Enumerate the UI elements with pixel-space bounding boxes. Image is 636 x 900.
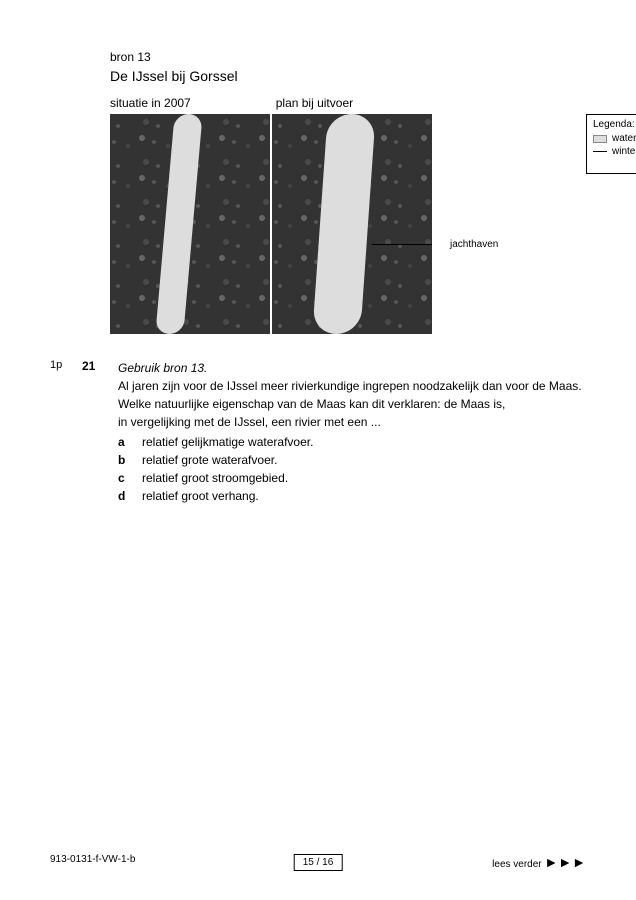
option-d: d relatief groot verhang. [118,487,582,505]
footer-page-number: 15 / 16 [294,854,343,871]
legend-label: water [612,133,636,144]
figure-label-a: situatie in 2007 [110,96,191,110]
legend-label: winterdijk [612,146,636,157]
option-text: relatief groot stroomgebied. [142,469,288,487]
question-number: 21 [82,359,104,505]
options-list: a relatief gelijkmatige waterafvoer. b r… [118,433,582,505]
figure-area: Legenda: water winterdijk jachthaven [110,114,586,334]
option-a: a relatief gelijkmatige waterafvoer. [118,433,582,451]
option-text: relatief gelijkmatige waterafvoer. [142,433,313,451]
option-letter: c [118,469,132,487]
arrow-right-icon: ►►► [544,854,586,870]
question-block: 1p 21 Gebruik bron 13. Al jaren zijn voo… [50,359,586,505]
option-letter: b [118,451,132,469]
legend-item: winterdijk [593,146,636,157]
bron-label: bron 13 [110,50,586,64]
legend-box: Legenda: water winterdijk [586,114,636,174]
option-c: c relatief groot stroomgebied. [118,469,582,487]
bron-title: De IJssel bij Gorssel [110,68,586,84]
legend-item: water [593,133,636,144]
legend-swatch-water [593,135,607,143]
satellite-image-a [110,114,270,334]
question-text-line: Al jaren zijn voor de IJssel meer rivier… [118,377,582,395]
question-text-line: Welke natuurlijke eigenschap van de Maas… [118,395,582,413]
footer-right: lees verder ►►► [492,854,586,870]
option-letter: a [118,433,132,451]
legend-title: Legenda: [593,119,636,130]
satellite-image-b [272,114,432,334]
option-b: b relatief grote waterafvoer. [118,451,582,469]
option-text: relatief grote waterafvoer. [142,451,277,469]
question-instruction: Gebruik bron 13. [118,359,582,377]
points: 1p [50,359,68,505]
marker-label-jachthaven: jachthaven [450,239,498,250]
question-text-line: in vergelijking met de IJssel, een rivie… [118,413,582,431]
option-letter: d [118,487,132,505]
legend-line-winterdijk [593,151,607,152]
option-text: relatief groot verhang. [142,487,259,505]
figure-label-b: plan bij uitvoer [276,96,353,110]
page-footer: 913-0131-f-VW-1-b 15 / 16 lees verder ►►… [50,854,586,870]
footer-left: 913-0131-f-VW-1-b [50,854,135,870]
